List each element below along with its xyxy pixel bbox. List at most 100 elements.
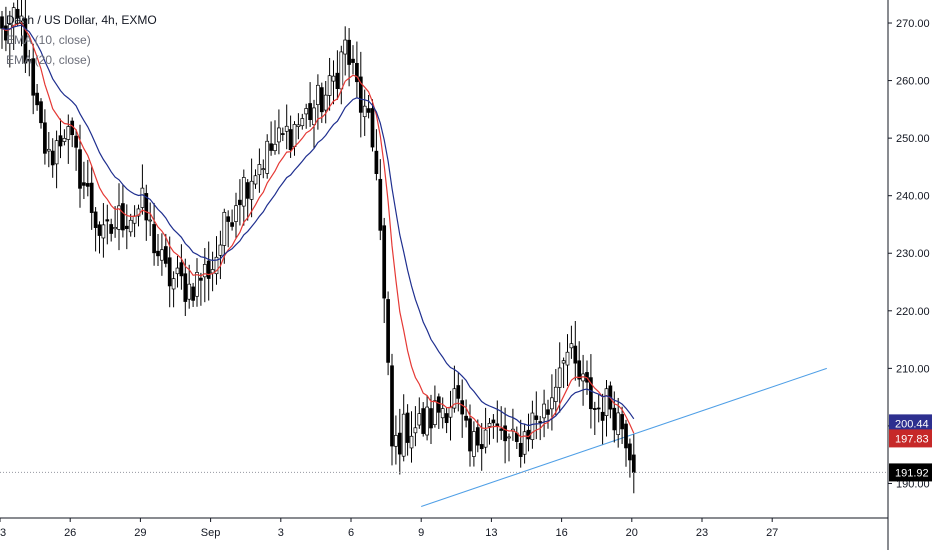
trendline-layer [421,367,827,507]
candle-body [105,219,110,222]
candle-body [522,431,527,455]
ema-20-line [1,24,635,427]
x-tick-label-6: 9 [418,527,424,539]
candle-body [230,222,234,227]
x-tick-label-8: 16 [555,527,567,539]
candle-body [113,226,117,230]
candle-body [495,423,500,426]
candle-body [0,16,4,29]
candle-body [206,260,211,279]
candle-body [19,15,24,22]
candle-body [444,413,449,424]
ema-10-price-tag: 197.83 [895,433,929,445]
candle-body [199,277,203,281]
candle-body [214,256,219,275]
trendline [421,367,827,507]
candle-body [503,425,507,442]
candle-body [374,150,379,174]
candle-body [277,127,281,143]
candle-body [612,407,617,431]
candle-body [557,367,562,388]
candle-body [183,273,188,302]
candle-body [171,278,176,290]
candle-body [187,283,192,300]
candle-body [245,182,250,199]
x-tick-label-11: 27 [766,527,778,539]
candle-body [191,286,195,301]
candle-body [405,412,410,443]
candle-body [620,414,624,430]
candle-body [433,400,437,425]
candle-body [284,125,289,132]
candle-body [269,143,273,151]
y-tick-label-3: 220.00 [896,306,930,318]
candle-body [273,143,277,152]
candle-body [265,140,270,174]
candle-body [128,219,133,233]
candle-body [85,183,90,187]
candle-body [413,427,418,434]
candle-body [296,124,301,127]
candle-body [530,412,535,440]
y-tick-label-0: 190.00 [896,478,930,490]
candle-body [43,122,47,154]
candle-body [553,386,558,402]
candle-body [366,108,371,113]
candle-body [46,148,51,152]
y-tick-label-2: 210.00 [896,363,930,375]
y-tick-label-7: 260.00 [896,76,930,88]
x-tick-label-5: 6 [348,527,354,539]
candle-body [456,385,461,399]
candle-body [592,408,597,410]
candle-body [316,84,320,106]
candle-body [417,413,422,426]
candle-body [397,432,402,455]
x-tick-label-4: 3 [278,527,284,539]
candle-body [339,51,344,90]
candle-body [452,388,457,409]
candle-body [331,75,336,82]
candle-body [31,58,36,96]
price-labels-layer: 200.44 197.83 191.92 [0,414,932,482]
candle-body [241,177,246,207]
candle-body [436,396,441,413]
x-tick-label-0: 23 [0,527,6,539]
y-tick-label-6: 250.00 [896,133,930,145]
candle-body [355,62,359,83]
candle-body [292,124,297,147]
candle-body [312,107,316,126]
candle-body [163,246,168,264]
candle-body [631,454,636,473]
x-tick-label-2: 29 [134,527,146,539]
candle-body [89,182,94,213]
candle-body [97,224,102,236]
candle-body [472,431,476,457]
candle-body [23,18,28,64]
candle-body [518,442,523,457]
candle-body [304,108,309,115]
candle-body [202,264,207,278]
candle-body [624,423,628,449]
candle-body [132,215,137,224]
candle-body [460,400,465,415]
candle-body [27,59,32,62]
x-tick-label-9: 20 [626,527,638,539]
candle-body [152,224,156,254]
candle-body [362,105,367,118]
candle-body [394,435,398,447]
legend: Dash / US Dollar, 4h, EXMO EMA (10, clos… [6,10,157,70]
candle-body [565,351,570,366]
candle-body [257,164,262,176]
candle-body [542,403,546,419]
candle-body [390,365,394,447]
candle-body [425,406,429,436]
candle-body [386,299,390,363]
candle-body [160,249,164,261]
candle-body [479,444,484,450]
candle-body [101,224,106,239]
candle-body [468,418,472,452]
candle-body [234,205,238,222]
